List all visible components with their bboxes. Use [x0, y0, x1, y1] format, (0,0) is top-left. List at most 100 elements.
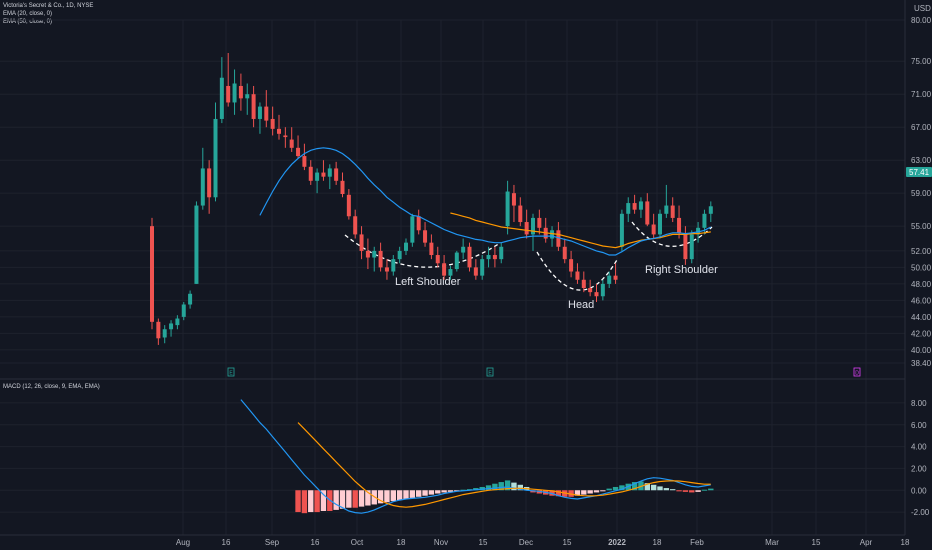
macd-histogram-bar: [384, 490, 390, 503]
candle-body: [283, 135, 288, 138]
last-price-value: 57.41: [909, 168, 930, 177]
candle-body: [550, 230, 555, 239]
candle-body: [480, 259, 485, 276]
macd-histogram-bar: [377, 490, 384, 504]
candle-body: [156, 321, 161, 339]
macd-legend[interactable]: MACD (12, 26, close, 9, EMA, EMA): [3, 384, 100, 390]
candle-body: [473, 267, 478, 276]
macd-pane: [240, 399, 714, 514]
time-tick-label: Oct: [351, 538, 364, 547]
candle-body: [359, 234, 364, 251]
ema20-legend[interactable]: EMA (20, close, 0): [3, 11, 53, 17]
macd-histogram-bar: [320, 490, 327, 511]
price-tick-label: 48.00: [911, 280, 932, 289]
macd-histogram-bar: [606, 488, 612, 491]
price-tick-label: 52.00: [911, 247, 932, 256]
macd-histogram-bar: [504, 480, 511, 491]
macd-histogram-bar: [581, 490, 587, 495]
price-tick-label: 59.00: [911, 189, 932, 198]
time-tick-label: 15: [479, 538, 488, 547]
macd-histogram-bar: [416, 490, 422, 497]
macd-histogram-bar: [390, 490, 396, 502]
macd-histogram-bar: [574, 490, 581, 496]
candle-body: [219, 77, 224, 119]
price-axis[interactable]: 38.40 40.00 42.00 44.00 46.00 48.00 50.00 52.00…: [911, 16, 932, 517]
candle-body: [365, 250, 370, 258]
currency-label: USD: [914, 4, 931, 13]
candle-body: [257, 106, 262, 119]
candle-body: [683, 234, 688, 260]
candle-body: [397, 250, 402, 260]
macd-histogram-bar: [498, 482, 504, 491]
last-price-badge: 57.41: [906, 167, 932, 177]
candle-body: [384, 267, 389, 272]
candle-body: [270, 118, 275, 129]
candle-body: [581, 279, 586, 289]
time-tick-label: 15: [563, 538, 572, 547]
macd-tick-label: 4.00: [911, 443, 927, 452]
time-tick-label: Sep: [265, 538, 280, 547]
event-marker: [853, 367, 861, 377]
price-tick-label: 44.00: [911, 313, 932, 322]
head-label: Head: [568, 299, 594, 311]
candle-body: [238, 85, 243, 99]
candle-body: [321, 172, 326, 177]
time-axis[interactable]: Aug 16 Sep 16 Oct 18 Nov 15 Dec 15 2022 18 Feb Mar 15 A…: [176, 538, 910, 547]
macd-histogram-bar: [631, 482, 638, 491]
price-candles: [150, 52, 713, 345]
candle-body: [645, 201, 650, 225]
macd-histogram-bar: [333, 490, 339, 510]
macd-histogram-bar: [409, 490, 416, 498]
macd-histogram-bar: [695, 490, 701, 492]
candle-body: [207, 168, 212, 198]
macd-tick-label: 0.00: [911, 486, 927, 495]
candle-body: [467, 246, 472, 268]
price-tick-label: 67.00: [911, 123, 932, 132]
candle-body: [518, 205, 523, 223]
macd-histogram-bar: [339, 490, 346, 509]
candle-body: [410, 216, 415, 243]
time-tick-label: Aug: [176, 538, 190, 547]
macd-histogram-bar: [295, 490, 301, 513]
candle-body: [327, 168, 332, 177]
candle-body: [613, 275, 618, 280]
price-tick-label: 80.00: [911, 16, 932, 25]
candle-body: [626, 203, 631, 214]
price-tick-label: 46.00: [911, 296, 932, 305]
macd-histogram-bar: [396, 490, 403, 501]
event-marker-letter: D: [855, 371, 859, 377]
candle-body: [537, 217, 542, 228]
time-tick-label: 18: [397, 538, 406, 547]
candle-body: [651, 224, 656, 235]
candle-body: [308, 166, 313, 181]
candle-body: [607, 275, 612, 284]
candle-body: [175, 318, 180, 326]
macd-histogram-bar: [365, 490, 371, 506]
macd-histogram-bar: [441, 490, 447, 493]
price-tick-label: 71.00: [911, 90, 932, 99]
right-shoulder-label: Right Shoulder: [645, 264, 718, 276]
macd-histogram-bar: [346, 490, 352, 508]
candle-body: [340, 180, 345, 194]
candle-body: [594, 292, 599, 297]
ema50-legend[interactable]: EMA (50, close, 0): [3, 19, 53, 25]
candle-body: [251, 94, 256, 119]
macd-histogram-bar: [619, 485, 625, 491]
head-arc: [536, 251, 619, 291]
candle-body: [556, 230, 561, 247]
candle-body: [194, 205, 199, 284]
candle-body: [511, 193, 516, 206]
candle-body: [702, 213, 707, 228]
symbol-legend[interactable]: Victoria's Secret & Co., 1D, NYSE: [3, 3, 94, 9]
macd-histogram-bar: [308, 490, 314, 513]
candle-body: [708, 206, 713, 214]
candle-body: [461, 246, 466, 253]
event-marker-letter: E: [229, 371, 233, 377]
macd-histogram-bar: [428, 490, 435, 495]
candle-body: [442, 263, 447, 276]
candle-body: [569, 259, 574, 272]
macd-histogram-bar: [682, 490, 689, 492]
